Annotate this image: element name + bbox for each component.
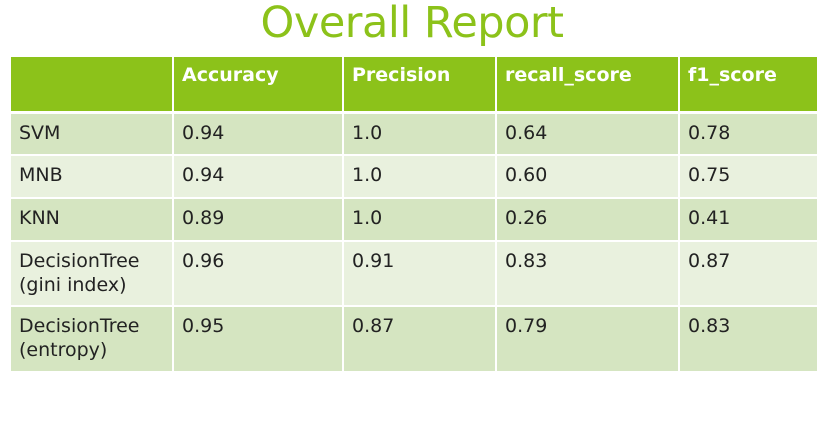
table-row: KNN 0.89 1.0 0.26 0.41 <box>11 197 817 241</box>
recall-score-cell: 0.64 <box>495 111 679 155</box>
model-cell: DecisionTree (gini index) <box>11 240 173 306</box>
recall-score-cell: 0.83 <box>495 240 679 306</box>
accuracy-cell: 0.94 <box>172 111 343 155</box>
f1-score-cell: 0.41 <box>678 197 817 241</box>
f1-score-cell: 0.83 <box>678 305 817 371</box>
report-table: Accuracy Precision recall_score f1_score… <box>11 57 817 371</box>
model-cell: KNN <box>11 197 173 241</box>
accuracy-cell: 0.89 <box>172 197 343 241</box>
f1-score-cell: 0.78 <box>678 111 817 155</box>
precision-cell: 1.0 <box>342 197 496 241</box>
f1-score-cell: 0.87 <box>678 240 817 306</box>
accuracy-cell: 0.95 <box>172 305 343 371</box>
header-f1-score: f1_score <box>678 57 817 114</box>
header-accuracy: Accuracy <box>172 57 343 114</box>
table-row: DecisionTree (gini index) 0.96 0.91 0.83… <box>11 240 817 306</box>
header-precision: Precision <box>342 57 496 114</box>
precision-cell: 1.0 <box>342 154 496 198</box>
f1-score-cell: 0.75 <box>678 154 817 198</box>
header-model <box>11 57 173 114</box>
model-cell: SVM <box>11 111 173 155</box>
recall-score-cell: 0.60 <box>495 154 679 198</box>
precision-cell: 0.87 <box>342 305 496 371</box>
table-row: DecisionTree (entropy) 0.95 0.87 0.79 0.… <box>11 305 817 371</box>
model-cell: MNB <box>11 154 173 198</box>
table-row: SVM 0.94 1.0 0.64 0.78 <box>11 111 817 155</box>
header-row: Accuracy Precision recall_score f1_score <box>11 57 817 114</box>
recall-score-cell: 0.79 <box>495 305 679 371</box>
table-row: MNB 0.94 1.0 0.60 0.75 <box>11 154 817 198</box>
accuracy-cell: 0.96 <box>172 240 343 306</box>
accuracy-cell: 0.94 <box>172 154 343 198</box>
page-title: Overall Report <box>260 0 564 48</box>
precision-cell: 0.91 <box>342 240 496 306</box>
precision-cell: 1.0 <box>342 111 496 155</box>
model-cell: DecisionTree (entropy) <box>11 305 173 371</box>
header-recall-score: recall_score <box>495 57 679 114</box>
recall-score-cell: 0.26 <box>495 197 679 241</box>
